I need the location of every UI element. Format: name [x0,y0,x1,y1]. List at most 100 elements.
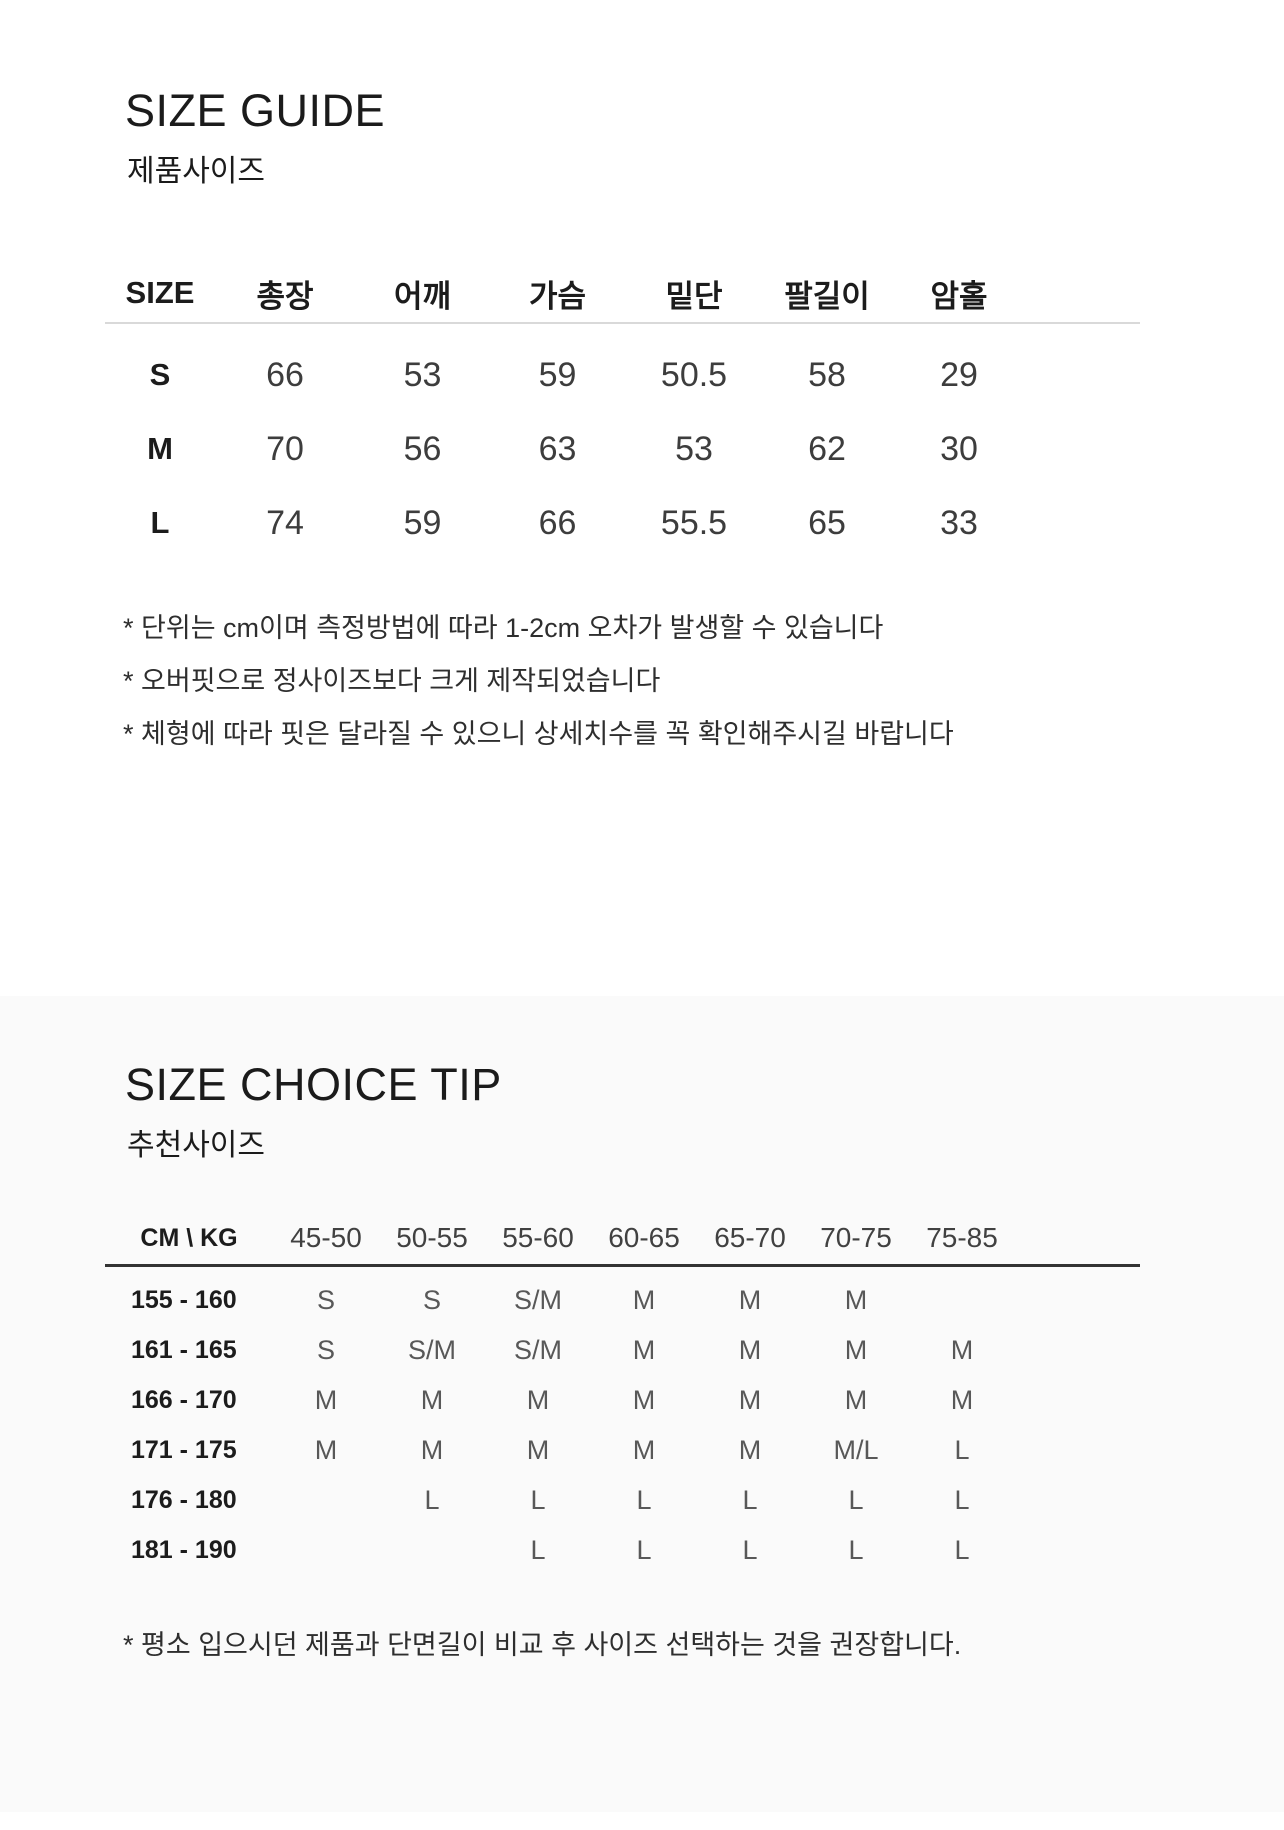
table-cell: S [316,1284,335,1315]
corner-header-cm-kg: CM \ KG [140,1223,238,1252]
table-cell [909,1275,1015,1325]
table-cell: 53 [403,355,442,394]
size-choice-title: SIZE CHOICE TIP [125,1059,502,1110]
table-cell: 33 [940,503,978,542]
column-header-weight-50-55: 50-55 [396,1222,468,1253]
table-cell [379,1525,485,1575]
table-cell: M [950,1334,974,1365]
table-cell: M [526,1384,550,1415]
size-guide-subtitle: 제품사이즈 [127,155,265,188]
size-choice-table-body: 155 - 160 S S S/M M M M 161 - 165 S S/M S/M M M M M 166… [105,1267,1284,1575]
size-choice-note: * 평소 입으시던 제품과 단면길이 비교 후 사이즈 선택하는 것을 권장합니… [123,1630,962,1660]
row-label: 161 - 165 [131,1335,237,1364]
table-cell: 63 [538,429,577,468]
table-cell: 50.5 [660,355,728,394]
table-cell: S [316,1334,335,1365]
table-cell: 59 [538,355,577,394]
note-line: * 오버핏으로 정사이즈보다 크게 제작되었습니다 [123,666,661,696]
size-guide-notes: * 단위는 cm이며 측정방법에 따라 1-2cm 오차가 발생할 수 있습니다… [123,602,1284,761]
column-header-weight-45-50: 45-50 [290,1222,362,1253]
table-cell: M [844,1334,868,1365]
column-header-shoulder: 어깨 [393,278,452,314]
table-cell: L [530,1484,546,1515]
bottom-spacer [0,1812,1284,1830]
table-cell: M [632,1334,656,1365]
size-choice-section: SIZE CHOICE TIP 추천사이즈 CM \ KG 45-50 50-5… [0,996,1284,1812]
table-cell: 59 [403,503,442,542]
column-header-weight-65-70: 65-70 [714,1222,786,1253]
row-label: 155 - 160 [131,1285,237,1314]
table-cell: 74 [266,503,304,542]
column-header-hem: 밑단 [665,278,723,314]
table-cell: 56 [403,429,442,468]
table-cell: M [632,1284,656,1315]
table-cell: L [530,1534,546,1565]
table-cell: M [632,1434,656,1465]
table-cell: M [738,1434,762,1465]
table-cell: 70 [266,429,304,468]
table-cell: L [424,1484,440,1515]
table-cell: M [738,1284,762,1315]
table-cell: 30 [940,429,978,468]
table-cell: S [422,1284,441,1315]
row-label: S [149,357,171,392]
table-cell: 53 [675,429,713,468]
row-label: M [147,431,173,466]
header-divider [105,322,1140,324]
table-cell: M [420,1384,444,1415]
column-header-chest: 가슴 [528,278,587,314]
table-cell: M [314,1384,338,1415]
table-cell: S/M [513,1334,562,1365]
table-cell: 66 [266,355,304,394]
row-label: L [150,505,170,540]
column-header-weight-60-65: 60-65 [608,1222,680,1253]
table-cell: L [848,1534,864,1565]
table-cell: L [742,1534,758,1565]
table-cell: M [314,1434,338,1465]
column-header-weight-70-75: 70-75 [820,1222,892,1253]
note-line: * 체형에 따라 핏은 달라질 수 있으니 상세치수를 꼭 확인해주시길 바랍니… [123,719,954,749]
table-cell: 65 [808,503,846,542]
column-header-weight-75-85: 75-85 [926,1222,998,1253]
table-cell [273,1475,379,1525]
column-header-size: SIZE [125,275,195,310]
header-divider-dark [105,1264,1140,1267]
table-cell: 58 [808,355,846,394]
row-label: 166 - 170 [131,1385,237,1414]
table-cell: L [954,1434,970,1465]
column-header-armhole: 암홀 [930,278,988,314]
table-cell: L [636,1484,652,1515]
table-cell: S/M [407,1334,456,1365]
table-cell: L [636,1534,652,1565]
table-cell: L [954,1534,970,1565]
table-cell: M [738,1384,762,1415]
table-cell: L [954,1484,970,1515]
column-header-total-length: 총장 [256,278,314,314]
table-cell: M [526,1434,550,1465]
table-cell: 55.5 [660,503,728,542]
table-cell: M [844,1284,868,1315]
size-choice-table-header: CM \ KG 45-50 50-55 55-60 60-65 65-70 70… [105,1212,1284,1264]
row-label: 181 - 190 [131,1535,237,1564]
size-guide-title: SIZE GUIDE [125,85,386,136]
table-cell: L [742,1484,758,1515]
table-cell: 66 [538,503,577,542]
row-label: 176 - 180 [131,1485,237,1514]
product-size-table-header: SIZE 총장 어깨 가슴 밑단 팔길이 암홀 [105,264,1284,322]
row-label: 171 - 175 [131,1435,237,1464]
table-cell: 62 [808,429,846,468]
column-header-sleeve: 팔길이 [784,278,870,314]
table-cell [273,1525,379,1575]
product-size-table-body: S 66 53 59 50.5 58 29 M 70 56 63 53 62 30 L 74 59 66 55.5 6… [105,324,1284,560]
table-cell: S/M [513,1284,562,1315]
product-size-section: SIZE GUIDE 제품사이즈 SIZE 총장 어깨 가슴 밑단 팔길이 암홀… [0,84,1284,996]
size-choice-subtitle: 추천사이즈 [127,1129,265,1162]
table-cell: M/L [833,1434,879,1465]
table-cell: M [738,1334,762,1365]
column-header-weight-55-60: 55-60 [502,1222,574,1253]
note-line: * 단위는 cm이며 측정방법에 따라 1-2cm 오차가 발생할 수 있습니다 [123,613,884,643]
table-cell: M [632,1384,656,1415]
table-cell: 29 [940,355,978,394]
table-cell: M [844,1384,868,1415]
table-cell: M [950,1384,974,1415]
